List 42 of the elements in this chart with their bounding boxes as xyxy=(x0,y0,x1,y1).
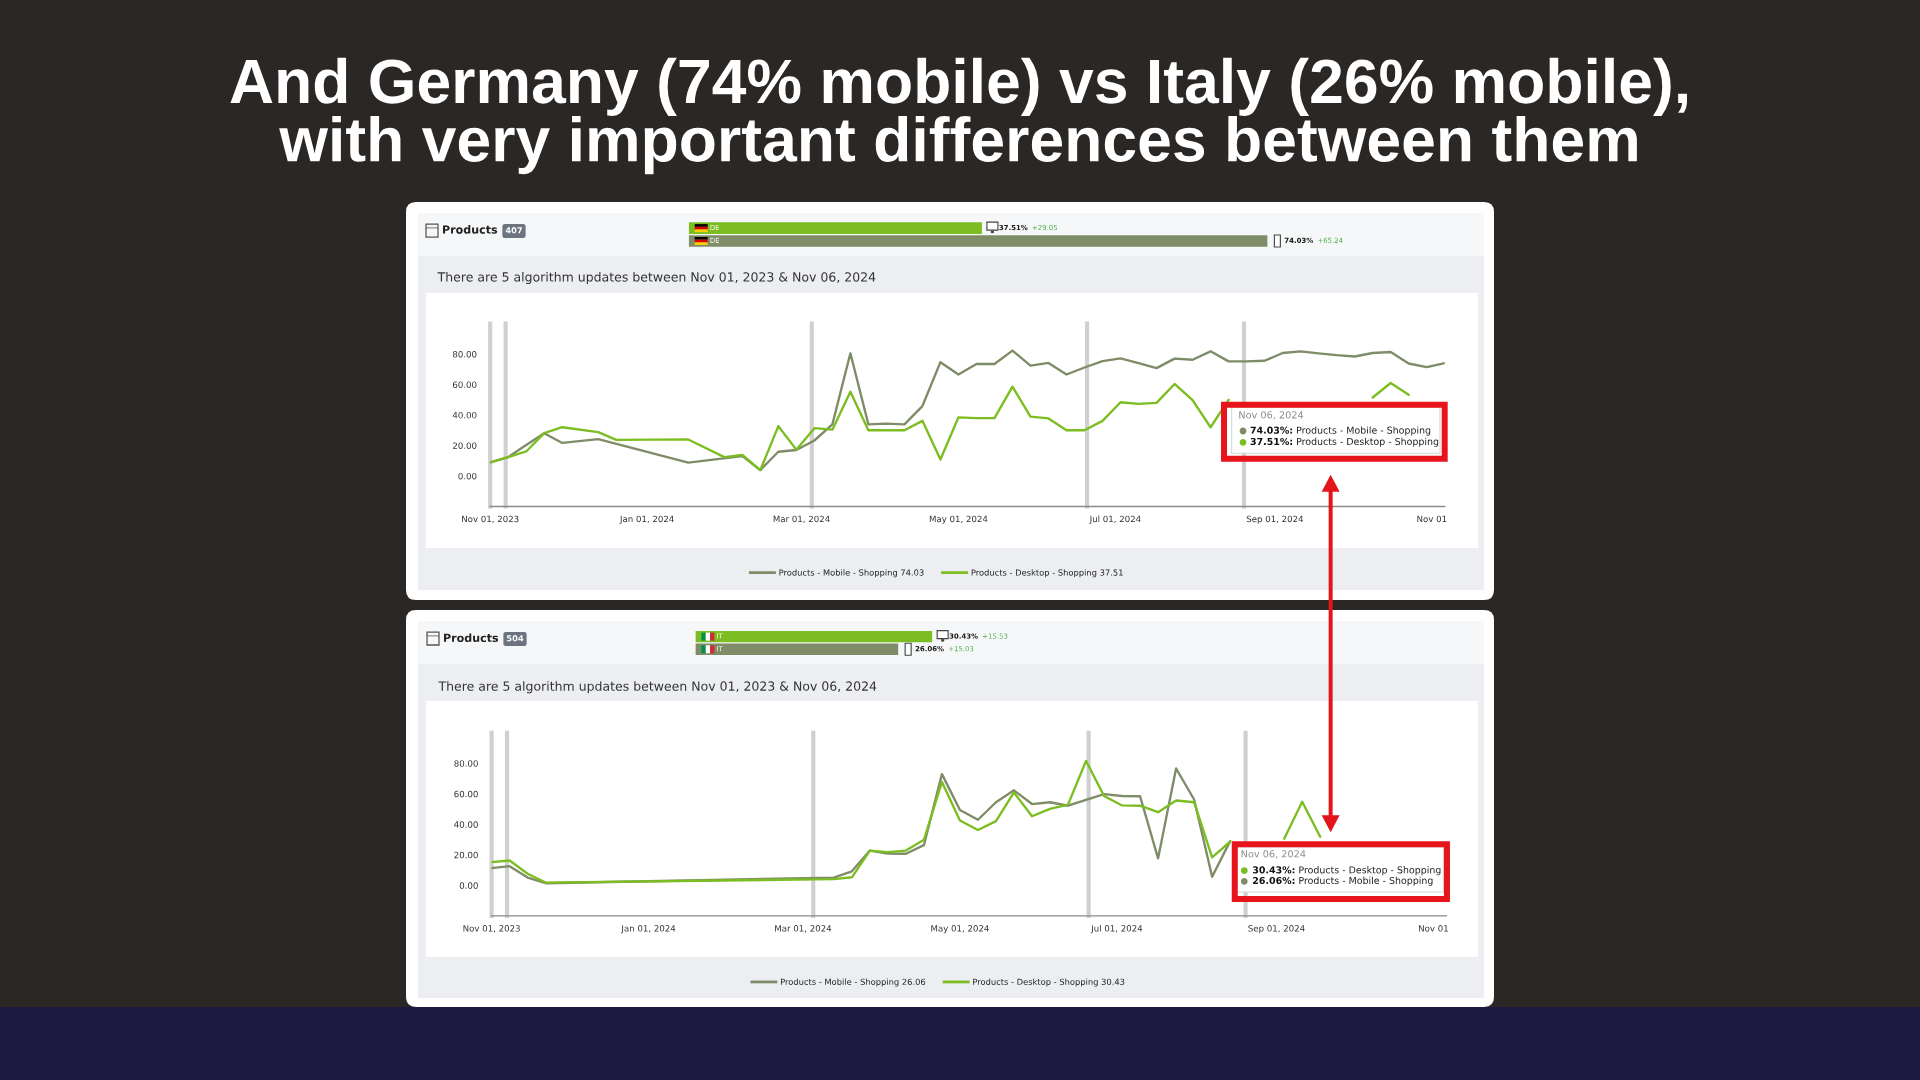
x-tick-label: May 01, 2024 xyxy=(929,515,988,524)
legend-label: Products - Mobile - Shopping 26.06 xyxy=(780,978,926,987)
line-series xyxy=(491,767,1232,885)
chart-subtitle: There are 5 algorithm updates between Nov 01, 2023 & Nov 06, 2024 xyxy=(438,681,877,694)
chart-title: And Germany (74% mobile) vs Italy (26% mobile), with very important differences between them xyxy=(230,57,1687,175)
x-tick-label: Nov 01 xyxy=(1419,925,1448,932)
legend-label: Products - Desktop - Shopping 30.43 xyxy=(973,978,1125,987)
text: 407 xyxy=(505,227,523,234)
annotation: 37.51%: Products - Desktop - Shopping xyxy=(1250,437,1439,447)
x-tick-label: Nov 01, 2023 xyxy=(462,515,519,524)
x-tick-label: Sep 01, 2024 xyxy=(1246,515,1304,524)
chart-subtitle: There are 5 algorithm updates between Nov 01, 2023 & Nov 06, 2024 xyxy=(437,271,876,285)
x-tick-label: Jul 01, 2024 xyxy=(1090,924,1143,934)
annotation: 30.43%: Products - Desktop - Shopping xyxy=(1252,866,1441,876)
x-tick-label: Nov 01, 2023 xyxy=(463,925,520,933)
y-tick-label: 60.00 xyxy=(452,381,477,388)
legend-label: Products - Mobile - Shopping 74.03 xyxy=(779,569,924,578)
legend-label: Products - Desktop - Shopping 37.51 xyxy=(971,569,1123,578)
y-tick-label: 80.00 xyxy=(452,350,477,358)
x-tick-label: Jan 01, 2024 xyxy=(619,515,674,524)
x-tick-label: Mar 01, 2024 xyxy=(773,515,830,524)
chart-title: Products xyxy=(444,633,499,643)
x-tick-label: Jul 01, 2024 xyxy=(1089,515,1141,524)
y-tick-label: 20.00 xyxy=(454,851,478,859)
x-tick-label: May 01, 2024 xyxy=(931,925,989,934)
chart-title: Products xyxy=(443,225,498,234)
y-tick-label: 20.00 xyxy=(452,442,477,449)
x-tick-label: Mar 01, 2024 xyxy=(775,925,832,933)
y-tick-label: 80.00 xyxy=(454,760,478,767)
annotation: Nov 06, 2024 xyxy=(1239,411,1304,420)
x-tick-label: Jan 01, 2024 xyxy=(620,925,676,934)
text: 504 xyxy=(506,635,524,642)
y-tick-label: 60.00 xyxy=(454,790,478,798)
annotation: Nov 06, 2024 xyxy=(1241,850,1306,859)
y-tick-label: 0.00 xyxy=(458,472,477,480)
y-tick-label: 40.00 xyxy=(454,821,478,828)
annotation: 26.06%: Products - Mobile - Shopping xyxy=(1253,876,1433,886)
x-tick-label: Sep 01, 2024 xyxy=(1248,925,1305,934)
y-tick-label: 40.00 xyxy=(452,411,477,419)
y-tick-label: 0.00 xyxy=(459,882,478,889)
x-tick-label: Nov 01 xyxy=(1417,515,1447,523)
annotation: 74.03%: Products - Mobile - Shopping xyxy=(1250,426,1431,436)
